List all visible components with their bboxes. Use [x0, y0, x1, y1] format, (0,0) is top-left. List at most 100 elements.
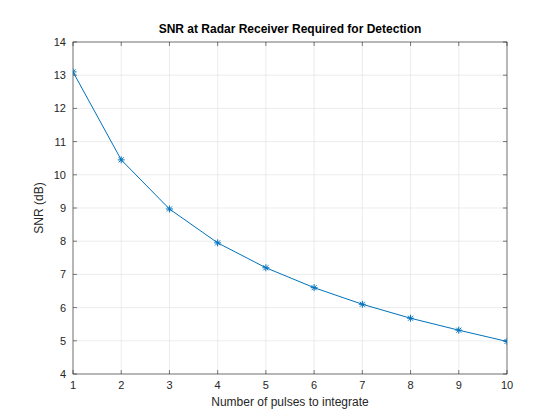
data-point: [166, 205, 173, 212]
y-tick-label: 5: [60, 335, 66, 347]
grid-line-y: [73, 108, 507, 109]
grid-line-y: [73, 241, 507, 242]
x-tick-label: 7: [359, 379, 365, 391]
grid-line-y: [73, 274, 507, 275]
x-tick-label: 6: [311, 379, 317, 391]
y-tick-right: [503, 75, 507, 76]
y-tick-label: 7: [60, 268, 66, 280]
x-tick-top: [314, 42, 315, 46]
marker: [455, 327, 462, 334]
data-point: [407, 315, 414, 322]
x-tick-top: [217, 42, 218, 46]
x-tick-top: [507, 42, 508, 46]
x-tick-top: [121, 42, 122, 46]
marker: [407, 315, 414, 322]
y-tick-label: 8: [60, 235, 66, 247]
y-tick-right: [503, 42, 507, 43]
x-tick-top: [458, 42, 459, 46]
x-tick-top: [265, 42, 266, 46]
x-tick: [121, 370, 122, 374]
data-point: [311, 284, 318, 291]
y-tick: [73, 340, 77, 341]
y-tick: [73, 108, 77, 109]
x-tick: [410, 370, 411, 374]
x-tick-label: 3: [166, 379, 172, 391]
x-tick-label: 5: [263, 379, 269, 391]
y-tick-label: 13: [54, 69, 66, 81]
y-tick-label: 4: [60, 368, 66, 380]
x-axis-label: Number of pulses to integrate: [211, 395, 369, 409]
grid-line-y: [73, 208, 507, 209]
y-tick-right: [503, 208, 507, 209]
x-tick-label: 4: [215, 379, 221, 391]
data-point: [73, 68, 77, 75]
data-point: [118, 156, 125, 163]
x-tick: [362, 370, 363, 374]
x-tick: [314, 370, 315, 374]
data-point: [504, 338, 508, 345]
x-tick: [73, 370, 74, 374]
x-tick-label: 9: [456, 379, 462, 391]
data-line: [73, 72, 507, 342]
ticks: 123456789104567891011121314: [54, 36, 513, 391]
y-tick-right: [503, 241, 507, 242]
y-tick: [73, 208, 77, 209]
y-axis-label: SNR (dB): [32, 182, 46, 233]
data-point: [214, 239, 221, 246]
grid-line-y: [73, 340, 507, 341]
y-tick: [73, 174, 77, 175]
data-point: [455, 327, 462, 334]
x-tick-top: [73, 42, 74, 46]
y-tick: [73, 374, 77, 375]
y-tick-right: [503, 374, 507, 375]
marker: [311, 284, 318, 291]
y-tick-label: 11: [55, 136, 66, 148]
y-tick: [73, 274, 77, 275]
grid-line-y: [73, 141, 507, 142]
x-tick: [169, 370, 170, 374]
x-tick: [507, 370, 508, 374]
marker: [359, 301, 366, 308]
y-tick-right: [503, 274, 507, 275]
grid-line-y: [73, 307, 507, 308]
y-tick-right: [503, 307, 507, 308]
grid-line-y: [73, 174, 507, 175]
marker: [73, 68, 77, 75]
grid: [73, 42, 507, 374]
marker: [262, 264, 269, 271]
x-tick-top: [410, 42, 411, 46]
y-tick-right: [503, 141, 507, 142]
chart-svg: 123456789104567891011121314SNR at Radar …: [0, 0, 560, 420]
x-tick-top: [362, 42, 363, 46]
axes-frame: [73, 42, 507, 374]
y-tick-label: 14: [54, 36, 66, 48]
x-tick-label: 2: [118, 379, 124, 391]
marker: [166, 205, 173, 212]
x-tick-label: 10: [501, 379, 513, 391]
chart-container: 123456789104567891011121314SNR at Radar …: [0, 0, 560, 420]
plot-background: [73, 42, 507, 374]
marker: [504, 338, 508, 345]
y-tick: [73, 241, 77, 242]
x-tick-label: 8: [407, 379, 413, 391]
y-tick-label: 10: [54, 169, 66, 181]
y-tick: [73, 307, 77, 308]
data-point: [359, 301, 366, 308]
y-tick: [73, 141, 77, 142]
data-group: [73, 68, 507, 345]
x-tick: [458, 370, 459, 374]
x-tick: [217, 370, 218, 374]
y-tick-right: [503, 174, 507, 175]
y-tick-label: 9: [60, 202, 66, 214]
y-tick-right: [503, 108, 507, 109]
y-tick: [73, 42, 77, 43]
y-tick-label: 12: [54, 102, 66, 114]
x-tick-label: 1: [70, 379, 76, 391]
x-tick: [265, 370, 266, 374]
y-tick-label: 6: [60, 302, 66, 314]
marker: [214, 239, 221, 246]
x-tick-top: [169, 42, 170, 46]
title: SNR at Radar Receiver Required for Detec…: [159, 22, 422, 36]
data-point: [262, 264, 269, 271]
marker: [118, 156, 125, 163]
